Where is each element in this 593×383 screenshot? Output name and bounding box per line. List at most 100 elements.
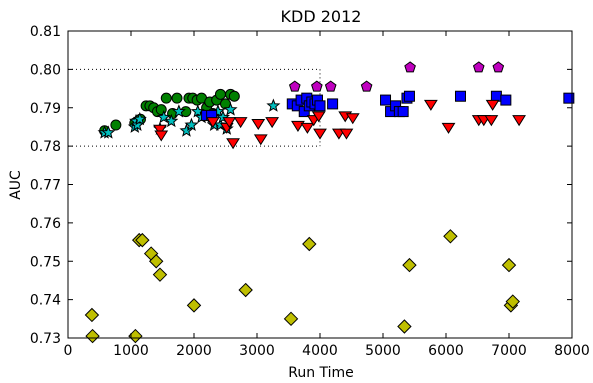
data-point-triangle-down	[300, 122, 315, 134]
x-tick-labels: 0 1000 2000 3000 4000 5000 6000 7000 8000	[64, 343, 590, 359]
data-point-diamond	[283, 311, 299, 327]
data-point-star	[179, 123, 194, 137]
data-point-star	[266, 98, 281, 112]
data-point-triangle-down	[339, 128, 354, 140]
y-tick-label: 0.81	[30, 24, 61, 40]
data-point-triangle-down	[222, 117, 237, 129]
data-point-triangle-down	[153, 124, 167, 136]
data-point-circle	[160, 92, 172, 104]
data-point-triangle-down	[253, 134, 268, 146]
series-circle	[99, 88, 240, 137]
data-point-pentagon	[492, 61, 505, 73]
data-point-circle	[110, 119, 122, 131]
y-tick-label: 0.74	[30, 293, 61, 309]
data-point-star	[215, 109, 230, 124]
data-point-square	[490, 90, 502, 102]
data-point-diamond	[85, 328, 100, 344]
data-point-circle	[228, 90, 240, 102]
x-tick-label: 4000	[302, 343, 338, 359]
x-tick-label: 3000	[239, 343, 275, 359]
data-point-circle	[171, 92, 183, 104]
series-triangle-down	[153, 99, 526, 150]
data-point-square	[454, 90, 466, 102]
data-point-diamond	[84, 307, 100, 323]
data-point-star	[132, 111, 147, 126]
data-point-square	[314, 100, 326, 112]
y-tick-labels: 0.73 0.74 0.75 0.76 0.77 0.78 0.79 0.80 0.81	[30, 24, 61, 347]
data-point-pentagon	[288, 80, 301, 92]
data-point-star	[223, 102, 238, 116]
data-point-triangle-down	[423, 99, 438, 111]
data-point-star	[156, 109, 171, 124]
data-point-pentagon	[404, 61, 416, 73]
data-point-triangle-down	[251, 119, 266, 131]
data-point-triangle-down	[441, 122, 456, 134]
data-point-triangle-down	[345, 113, 360, 125]
data-point-triangle-down	[265, 117, 280, 129]
series-square	[201, 90, 575, 121]
data-point-triangle-down	[205, 117, 220, 129]
reference-box	[68, 68, 321, 147]
series-pentagon	[288, 61, 505, 92]
data-point-diamond	[135, 232, 150, 248]
x-tick-label: 2000	[176, 343, 212, 359]
data-point-triangle-down	[485, 99, 500, 111]
data-point-star	[171, 104, 186, 118]
data-point-star	[190, 104, 205, 118]
x-tick-label: 5000	[365, 343, 401, 359]
x-tick-label: 6000	[428, 343, 464, 359]
data-point-pentagon	[472, 61, 485, 73]
y-tick-label: 0.78	[30, 139, 61, 155]
data-point-diamond	[501, 257, 517, 273]
data-point-square	[327, 98, 339, 110]
data-point-square	[397, 106, 409, 118]
x-axis-title: Run Time	[288, 365, 354, 381]
data-point-pentagon	[360, 80, 373, 92]
data-point-diamond	[402, 257, 417, 273]
data-point-triangle-down	[484, 115, 499, 127]
data-point-diamond	[397, 319, 412, 334]
data-points	[84, 61, 575, 344]
y-tick-label: 0.75	[30, 254, 61, 270]
chart-title: KDD 2012	[281, 7, 362, 26]
y-axis-title: AUC	[8, 170, 24, 200]
data-point-square	[403, 90, 415, 102]
series-diamond	[84, 229, 520, 344]
data-point-triangle-down	[291, 120, 305, 132]
data-point-square	[500, 94, 512, 106]
y-tick-label: 0.76	[30, 216, 61, 232]
x-tick-label: 0	[64, 343, 73, 359]
y-tick-label: 0.80	[30, 62, 61, 78]
data-point-diamond	[443, 229, 458, 244]
data-point-triangle-down	[311, 111, 326, 123]
plot-frame	[67, 30, 573, 339]
data-point-triangle-down	[226, 138, 240, 150]
x-tick-label: 7000	[491, 343, 527, 359]
data-point-square	[380, 94, 392, 106]
data-point-star	[184, 117, 199, 131]
y-tick-label: 0.77	[30, 178, 61, 194]
data-point-star	[101, 125, 116, 139]
y-tick-label: 0.79	[30, 101, 61, 117]
data-point-pentagon	[324, 80, 337, 92]
data-point-diamond	[505, 294, 520, 309]
x-tick-label: 1000	[113, 343, 149, 359]
data-point-star	[164, 113, 179, 128]
data-point-diamond	[152, 267, 168, 282]
data-point-diamond	[238, 282, 253, 298]
data-point-diamond	[186, 298, 202, 313]
data-point-circle	[214, 88, 226, 100]
data-point-diamond	[302, 236, 317, 252]
data-point-triangle-down	[154, 130, 169, 142]
data-point-triangle-down	[512, 115, 526, 127]
data-point-diamond	[148, 254, 164, 269]
data-point-triangle-down	[313, 128, 327, 140]
data-point-triangle-down	[233, 117, 248, 129]
data-point-star	[210, 104, 225, 118]
x-tick-label: 8000	[554, 343, 590, 359]
y-tick-label: 0.73	[30, 331, 61, 347]
data-point-square	[563, 92, 575, 104]
data-point-pentagon	[311, 80, 323, 92]
